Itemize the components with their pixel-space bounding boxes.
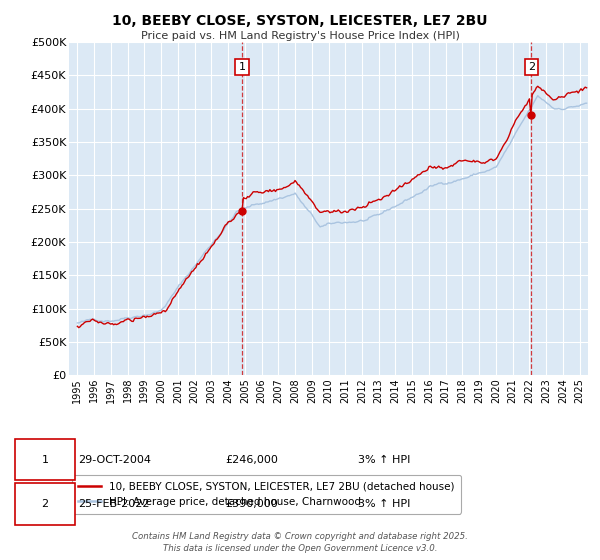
Text: 25-FEB-2022: 25-FEB-2022 bbox=[78, 500, 150, 510]
Text: 29-OCT-2004: 29-OCT-2004 bbox=[78, 455, 151, 465]
Text: Price paid vs. HM Land Registry's House Price Index (HPI): Price paid vs. HM Land Registry's House … bbox=[140, 31, 460, 41]
Text: 3% ↑ HPI: 3% ↑ HPI bbox=[358, 500, 410, 510]
Text: £246,000: £246,000 bbox=[225, 455, 278, 465]
Text: Contains HM Land Registry data © Crown copyright and database right 2025.
This d: Contains HM Land Registry data © Crown c… bbox=[132, 533, 468, 553]
Text: 1: 1 bbox=[41, 455, 49, 465]
Text: 2: 2 bbox=[528, 62, 535, 72]
Text: 3% ↑ HPI: 3% ↑ HPI bbox=[358, 455, 410, 465]
FancyBboxPatch shape bbox=[15, 438, 76, 480]
Text: £390,000: £390,000 bbox=[225, 500, 278, 510]
FancyBboxPatch shape bbox=[15, 483, 76, 525]
Legend: 10, BEEBY CLOSE, SYSTON, LEICESTER, LE7 2BU (detached house), HPI: Average price: 10, BEEBY CLOSE, SYSTON, LEICESTER, LE7 … bbox=[71, 475, 461, 514]
Text: 1: 1 bbox=[238, 62, 245, 72]
Text: 10, BEEBY CLOSE, SYSTON, LEICESTER, LE7 2BU: 10, BEEBY CLOSE, SYSTON, LEICESTER, LE7 … bbox=[112, 14, 488, 28]
Text: 2: 2 bbox=[41, 500, 49, 510]
